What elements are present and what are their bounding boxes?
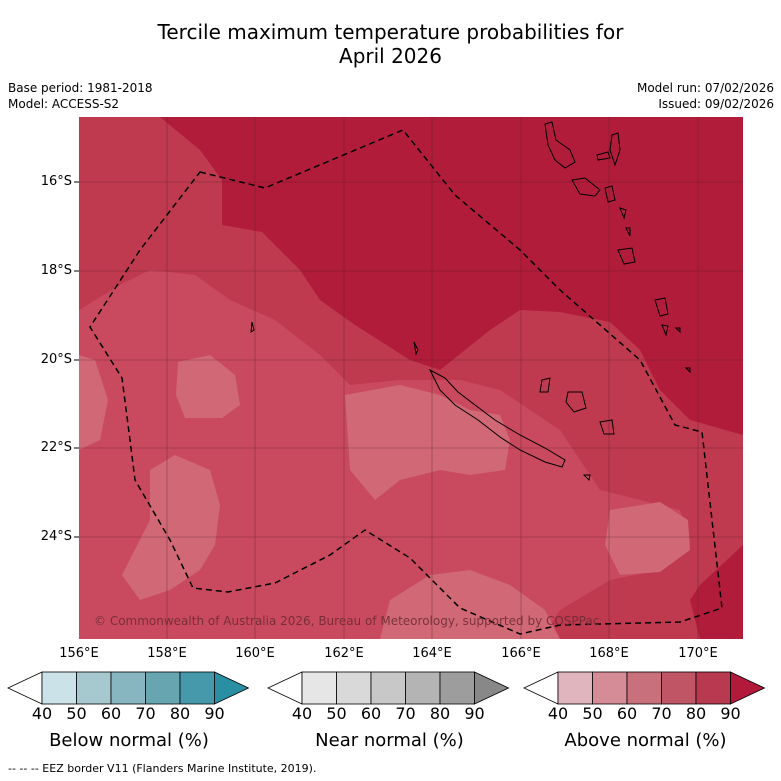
lon-label-168e: 168°E bbox=[589, 646, 629, 661]
map-title-line1: Tercile maximum temperature probabilitie… bbox=[157, 20, 624, 44]
colorbar-below-segment bbox=[110, 671, 146, 705]
colorbar-below-tick-label: 60 bbox=[100, 704, 122, 723]
colorbar-near-segment bbox=[405, 671, 441, 705]
lat-label-24s: 24°S bbox=[40, 529, 72, 544]
colorbar-above-tick-label: 40 bbox=[547, 704, 569, 723]
colorbar-below-tick-label: 90 bbox=[204, 704, 225, 723]
map-title-line2: April 2026 bbox=[339, 44, 442, 68]
lat-label-16s: 16°S bbox=[40, 174, 72, 189]
lon-label-160e: 160°E bbox=[235, 646, 275, 661]
lon-label-166e: 166°E bbox=[501, 646, 541, 661]
colorbar-below-tick-label: 50 bbox=[66, 704, 87, 723]
colorbar-near-extend-low bbox=[267, 671, 303, 705]
new-caledonia-island bbox=[428, 368, 566, 468]
colorbar-below-tick-label: 70 bbox=[135, 704, 156, 723]
colorbar-below-segment bbox=[41, 671, 77, 705]
lon-label-158e: 158°E bbox=[147, 646, 187, 661]
colorbar-above-tick-label: 50 bbox=[582, 704, 603, 723]
lon-label-164e: 164°E bbox=[412, 646, 452, 661]
colorbar-near-tick-label: 60 bbox=[360, 704, 382, 723]
colorbar-near-tick-label: 40 bbox=[291, 704, 313, 723]
copyright-notice: © Commonwealth of Australia 2026, Bureau… bbox=[94, 614, 600, 628]
eez-border bbox=[89, 129, 723, 635]
colorbar-near-segment bbox=[301, 671, 337, 705]
lat-label-20s: 20°S bbox=[40, 352, 72, 367]
issued-date: Issued: 09/02/2026 bbox=[658, 97, 774, 111]
colorbar-below-segment bbox=[76, 671, 112, 705]
colorbar-title-above: Above normal (%) bbox=[564, 730, 727, 751]
colorbar-above-tick-label: 70 bbox=[651, 704, 672, 723]
base-period: Base period: 1981-2018 bbox=[8, 81, 153, 95]
model-run: Model run: 07/02/2026 bbox=[636, 81, 774, 95]
colorbar-above-segment bbox=[695, 671, 731, 705]
colorbar-below-tick-label: 40 bbox=[31, 704, 53, 723]
vanuatu-islands bbox=[250, 121, 691, 374]
colorbar-below-extend-high bbox=[214, 671, 250, 705]
colorbar-title-near: Near normal (%) bbox=[315, 730, 464, 751]
lon-label-170e: 170°E bbox=[678, 646, 718, 661]
colorbar-above-segment bbox=[592, 671, 628, 705]
colorbar-near-tick-label: 50 bbox=[326, 704, 347, 723]
colorbar-above-extend-low bbox=[523, 671, 559, 705]
colorbar-above-tick-label: 60 bbox=[616, 704, 638, 723]
colorbar-below-tick-label: 80 bbox=[169, 704, 191, 723]
graticule bbox=[79, 117, 743, 639]
lon-label-156e: 156°E bbox=[59, 646, 99, 661]
colorbar-near-segment bbox=[370, 671, 406, 705]
colorbar-above-segment bbox=[661, 671, 697, 705]
model-name: Model: ACCESS-S2 bbox=[8, 97, 120, 111]
colorbar-title-below: Below normal (%) bbox=[49, 730, 209, 751]
colorbar-near-tick-label: 90 bbox=[464, 704, 485, 723]
lat-label-22s: 22°S bbox=[40, 440, 72, 455]
colorbar-near-tick-label: 80 bbox=[429, 704, 451, 723]
colorbar-above-extend-high bbox=[730, 671, 766, 705]
colorbar-below-extend-low bbox=[7, 671, 43, 705]
colorbar-near-segment bbox=[336, 671, 372, 705]
colorbar-near-extend-high bbox=[474, 671, 510, 705]
eez-footnote: -- -- -- EEZ border V11 (Flanders Marine… bbox=[8, 762, 317, 775]
colorbar-below-segment bbox=[179, 671, 215, 705]
colorbar-below-segment bbox=[145, 671, 181, 705]
colorbar-above-segment bbox=[626, 671, 662, 705]
colorbar-above-tick-label: 80 bbox=[685, 704, 707, 723]
colorbar-near-segment bbox=[439, 671, 475, 705]
colorbar-near-tick-label: 70 bbox=[395, 704, 416, 723]
lat-label-18s: 18°S bbox=[40, 263, 72, 278]
colorbar-above-segment bbox=[557, 671, 593, 705]
colorbar-above-tick-label: 90 bbox=[720, 704, 741, 723]
lon-label-162e: 162°E bbox=[324, 646, 364, 661]
